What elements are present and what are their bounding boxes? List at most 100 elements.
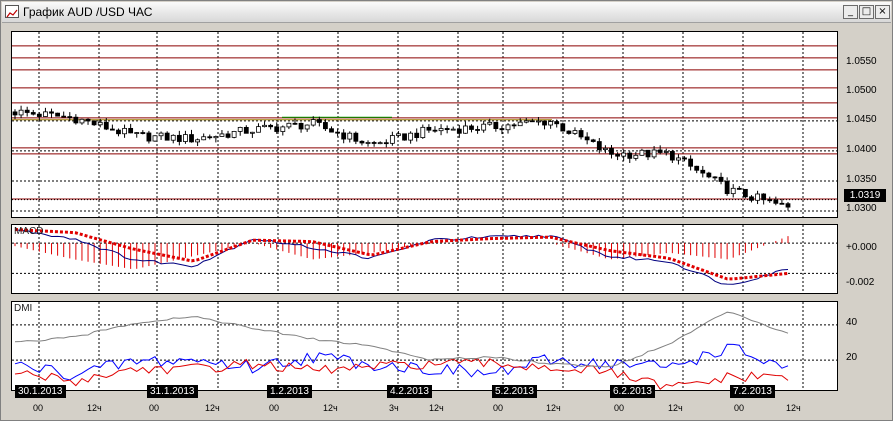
candle-body: [505, 124, 511, 131]
candle-body: [590, 139, 596, 142]
price-axis-label: 1.0350: [846, 174, 877, 185]
dmi-minus-line: [14, 357, 789, 390]
candle-body: [749, 196, 754, 201]
candle-body: [128, 127, 134, 134]
hour-label: 3ч: [389, 403, 399, 413]
candle-body: [676, 157, 681, 161]
candle-body: [511, 124, 517, 127]
close-button[interactable]: ×: [875, 5, 890, 19]
candle-body: [560, 123, 566, 132]
candle-body: [18, 109, 24, 116]
macd-panel[interactable]: MACD: [11, 224, 838, 294]
candle-body: [286, 122, 292, 128]
dmi-axis-label: 40: [846, 317, 858, 328]
candle-body: [280, 126, 286, 132]
macd-axis-label: +0.000: [846, 242, 877, 253]
candle-body: [329, 128, 334, 133]
candle-body: [152, 135, 158, 142]
candle-body: [420, 126, 426, 138]
candle-body: [609, 147, 614, 155]
candle-body: [444, 128, 450, 131]
candle-body: [310, 119, 316, 126]
candle-body: [12, 111, 18, 116]
candle-body: [645, 149, 651, 158]
date-label: 7.2.2013: [730, 385, 775, 398]
candle-body: [243, 126, 249, 134]
candle-body: [359, 140, 365, 144]
candle-body: [706, 172, 712, 178]
candle-body: [426, 126, 432, 131]
candle-body: [584, 136, 590, 141]
candle-body: [335, 131, 340, 134]
candle-body: [73, 116, 79, 124]
candle-body: [657, 149, 663, 153]
candle-body: [341, 132, 347, 140]
maximize-button[interactable]: □: [859, 5, 874, 19]
candle-body: [432, 129, 438, 132]
price-axis-label: 1.0450: [846, 114, 877, 125]
candle-body: [49, 111, 54, 114]
candle-body: [30, 112, 36, 115]
candle-body: [785, 203, 791, 208]
candle-body: [517, 121, 523, 127]
price-panel[interactable]: [11, 31, 838, 218]
candle-body: [761, 193, 767, 201]
candle-body: [377, 142, 383, 145]
dmi-plus-line: [14, 343, 789, 381]
hour-label: 00: [33, 403, 44, 413]
candle-body: [548, 121, 554, 126]
title-bar[interactable]: График AUD /USD ЧАС _ □ ×: [2, 2, 891, 23]
hour-label: 12ч: [546, 403, 561, 413]
candle-body: [164, 132, 170, 141]
candle-body: [779, 202, 785, 205]
candle-body: [140, 132, 146, 134]
candle-body: [694, 165, 700, 171]
candle-body: [438, 128, 444, 132]
candle-body: [493, 121, 499, 130]
candle-body: [158, 132, 164, 137]
candle-body: [347, 132, 353, 140]
candle-body: [487, 121, 493, 125]
candle-body: [523, 120, 529, 123]
candle-body: [237, 126, 243, 132]
candle-body: [146, 132, 152, 142]
candle-body: [724, 181, 730, 195]
candle-body: [55, 112, 61, 117]
candle-body: [268, 124, 274, 128]
candle-body: [402, 133, 407, 141]
candle-body: [481, 123, 487, 131]
candle-body: [554, 121, 560, 125]
hour-label: 12ч: [205, 403, 220, 413]
candle-body: [475, 129, 480, 131]
hour-label: 12ч: [323, 403, 338, 413]
candle-body: [633, 154, 639, 159]
candle-body: [529, 120, 535, 123]
candle-body: [298, 122, 304, 130]
candle-body: [463, 125, 468, 134]
dmi-axis-label: 20: [846, 352, 858, 363]
candle-body: [566, 130, 572, 134]
hour-label: 00: [614, 403, 625, 413]
macd-chart-svg: [12, 225, 837, 293]
dmi-chart-svg: [12, 302, 837, 390]
candle-body: [596, 141, 602, 150]
candle-body: [91, 120, 97, 126]
candle-body: [450, 128, 456, 131]
dmi-panel[interactable]: DMI: [11, 301, 838, 391]
minimize-button[interactable]: _: [843, 5, 858, 19]
candle-body: [371, 142, 377, 144]
candle-body: [669, 151, 675, 161]
candle-body: [663, 151, 669, 153]
candle-body: [615, 153, 620, 157]
candle-body: [755, 193, 760, 201]
candle-body: [651, 149, 657, 158]
candle-body: [176, 134, 182, 142]
candle-body: [67, 116, 73, 118]
hour-label: 12ч: [668, 403, 683, 413]
hour-label: 12ч: [786, 403, 801, 413]
candle-body: [499, 128, 505, 131]
candle-body: [627, 152, 633, 159]
candle-body: [274, 126, 280, 132]
candle-body: [109, 128, 115, 131]
candle-body: [225, 133, 231, 138]
